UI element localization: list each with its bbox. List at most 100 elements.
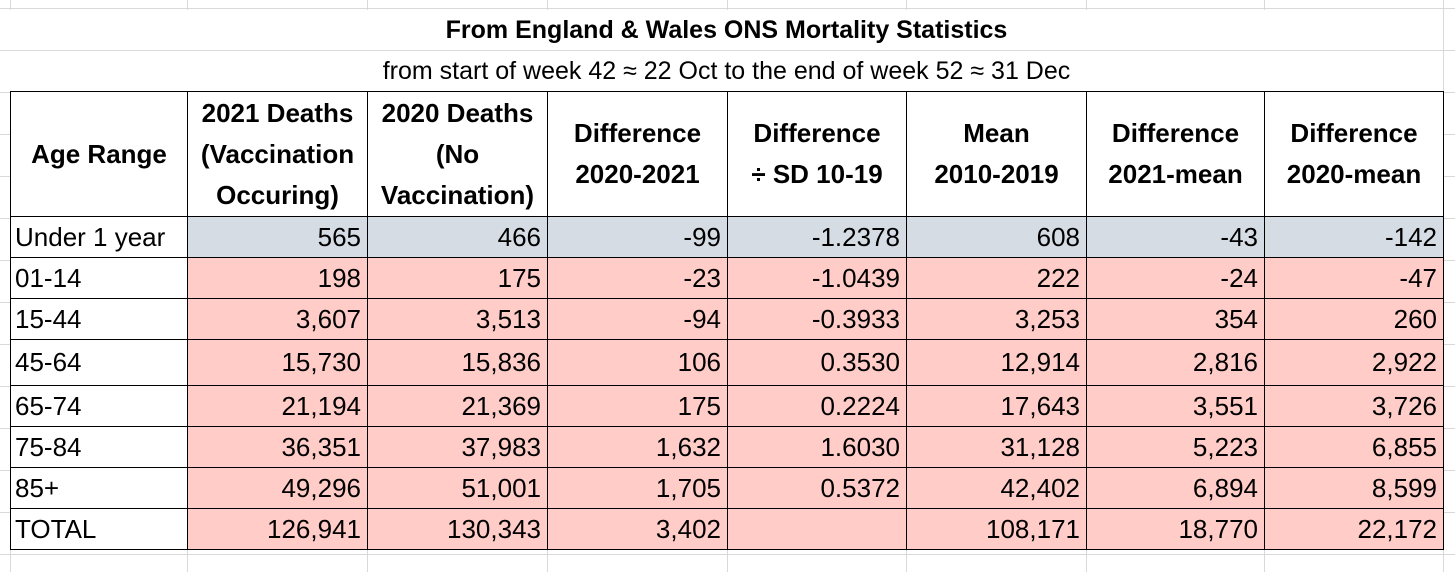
table-subtitle[interactable]: from start of week 42 ≈ 22 Oct to the en… [10,51,1443,91]
header-line: 2021 Deaths [201,97,354,128]
gridline [1443,0,1444,572]
value-cell[interactable]: 49,296 [187,467,368,509]
value-cell[interactable]: 5,223 [1086,426,1265,468]
value-cell[interactable]: 3,607 [187,298,368,340]
header-line: 2020 Deaths [381,97,534,128]
value-cell[interactable]: -94 [547,298,728,340]
value-cell[interactable]: -142 [1264,216,1444,258]
column-header[interactable]: 2021 Deaths (Vaccination Occuring) [187,91,368,217]
header-line: Occuring) [216,179,339,210]
age-range-cell[interactable]: 85+ [10,467,188,509]
header-row: Age Range 2021 Deaths (Vaccination Occuring… [10,91,1444,217]
age-range-cell[interactable]: TOTAL [10,508,188,550]
value-cell[interactable]: 198 [187,257,368,299]
value-cell[interactable]: 3,551 [1086,385,1265,427]
value-cell[interactable]: 21,369 [367,385,548,427]
age-range-cell[interactable]: 01-14 [10,257,188,299]
value-cell[interactable]: 3,402 [547,508,728,550]
value-cell[interactable]: 3,253 [906,298,1087,340]
value-cell[interactable]: -0.3933 [727,298,907,340]
header-line: Difference [1111,118,1240,148]
column-header[interactable]: 2020 Deaths (No Vaccination) [367,91,548,217]
header-line: 2020-mean [1286,159,1422,189]
value-cell[interactable]: 106 [547,339,728,386]
table-row: 45-64 15,730 15,836 106 0.3530 12,914 2,816 2,9… [10,339,1444,386]
value-cell[interactable]: 0.5372 [727,467,907,509]
column-header[interactable]: Difference 2020-2021 [547,91,728,217]
header-line: ÷ SD 10-19 [751,159,883,189]
table-row: 85+ 49,296 51,001 1,705 0.5372 42,402 6,894 8,5… [10,467,1444,509]
value-cell[interactable]: 31,128 [906,426,1087,468]
value-cell[interactable]: 1,705 [547,467,728,509]
value-cell[interactable]: 2,922 [1264,339,1444,386]
header-line: 2021-mean [1108,159,1243,189]
header-line: (Vaccination [200,138,355,169]
value-cell[interactable]: 354 [1086,298,1265,340]
value-cell[interactable]: 6,855 [1264,426,1444,468]
age-range-cell[interactable]: 75-84 [10,426,188,468]
value-cell[interactable]: -1.0439 [727,257,907,299]
value-cell[interactable]: 1,632 [547,426,728,468]
value-cell[interactable]: 0.2224 [727,385,907,427]
column-header[interactable]: Difference ÷ SD 10-19 [727,91,907,217]
age-range-cell[interactable]: 45-64 [10,339,188,386]
value-cell[interactable]: 42,402 [906,467,1087,509]
value-cell[interactable]: -47 [1264,257,1444,299]
header-line: Vaccination) [380,179,535,210]
column-header[interactable]: Mean 2010-2019 [906,91,1087,217]
value-cell[interactable]: 8,599 [1264,467,1444,509]
column-header[interactable]: Difference 2020-mean [1264,91,1444,217]
value-cell[interactable]: 15,730 [187,339,368,386]
value-cell[interactable]: 0.3530 [727,339,907,386]
table-row: 75-84 36,351 37,983 1,632 1.6030 31,128 5,223 6… [10,426,1444,468]
header-line: 2020-2021 [575,159,700,189]
value-cell[interactable]: 12,914 [906,339,1087,386]
header-line: Difference [1290,118,1418,148]
value-cell[interactable]: 2,816 [1086,339,1265,386]
value-cell[interactable]: 36,351 [187,426,368,468]
value-cell[interactable]: 22,172 [1264,508,1444,550]
column-header[interactable]: Age Range [10,91,188,217]
header-line: Difference [753,118,881,148]
header-line: Mean [963,118,1030,148]
value-cell[interactable]: 565 [187,216,368,258]
age-range-cell[interactable]: 15-44 [10,298,188,340]
table-row: Under 1 year 565 466 -99 -1.2378 608 -43 -142 [10,216,1444,258]
value-cell[interactable]: -43 [1086,216,1265,258]
value-cell[interactable]: 130,343 [367,508,548,550]
table-row: TOTAL 126,941 130,343 3,402 108,171 18,770 22,… [10,508,1444,550]
age-range-cell[interactable]: Under 1 year [10,216,188,258]
header-line: (No [435,138,480,169]
table-row: 65-74 21,194 21,369 175 0.2224 17,643 3,551 3,7… [10,385,1444,427]
table-row: 15-44 3,607 3,513 -94 -0.3933 3,253 354 260 [10,298,1444,340]
value-cell[interactable]: 51,001 [367,467,548,509]
value-cell[interactable]: 18,770 [1086,508,1265,550]
value-cell[interactable]: 126,941 [187,508,368,550]
value-cell[interactable]: 260 [1264,298,1444,340]
value-cell[interactable]: 466 [367,216,548,258]
value-cell[interactable]: -99 [547,216,728,258]
value-cell[interactable]: 3,513 [367,298,548,340]
value-cell[interactable]: 3,726 [1264,385,1444,427]
mortality-table: Age Range 2021 Deaths (Vaccination Occuring… [10,91,1444,550]
table-title[interactable]: From England & Wales ONS Mortality Stati… [10,10,1443,51]
value-cell[interactable]: -1.2378 [727,216,907,258]
header-line: 2010-2019 [934,159,1059,189]
value-cell[interactable]: 6,894 [1086,467,1265,509]
value-cell[interactable]: 608 [906,216,1087,258]
value-cell[interactable]: 1.6030 [727,426,907,468]
value-cell[interactable]: 37,983 [367,426,548,468]
header-line: Difference [573,118,702,148]
value-cell[interactable]: 175 [367,257,548,299]
column-header[interactable]: Difference 2021-mean [1086,91,1265,217]
value-cell[interactable]: -23 [547,257,728,299]
value-cell[interactable]: 15,836 [367,339,548,386]
age-range-cell[interactable]: 65-74 [10,385,188,427]
value-cell[interactable]: 175 [547,385,728,427]
value-cell[interactable]: 21,194 [187,385,368,427]
value-cell[interactable]: 17,643 [906,385,1087,427]
value-cell[interactable] [727,508,907,550]
value-cell[interactable]: -24 [1086,257,1265,299]
value-cell[interactable]: 108,171 [906,508,1087,550]
value-cell[interactable]: 222 [906,257,1087,299]
